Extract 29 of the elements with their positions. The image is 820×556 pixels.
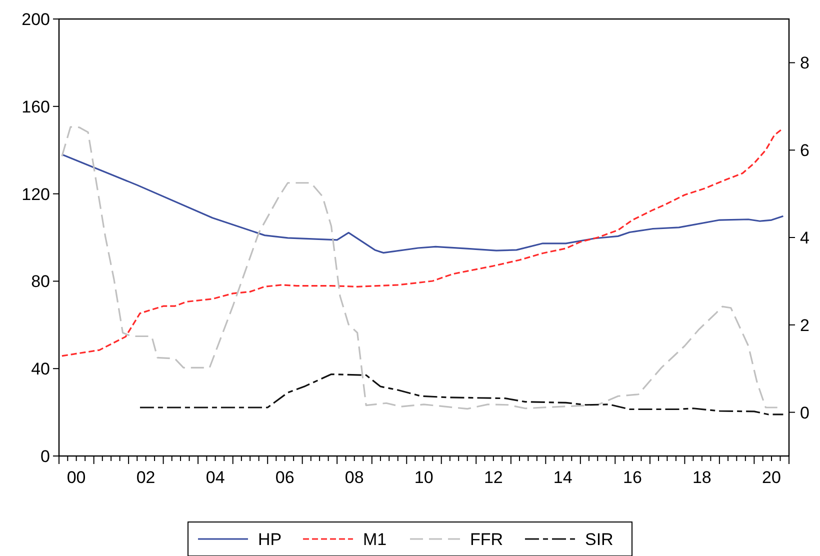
x-tick-label: 20	[762, 468, 781, 487]
x-tick-label: 16	[622, 468, 642, 487]
x-tick-label: 00	[66, 468, 86, 487]
legend-label: HP	[258, 530, 282, 549]
x-tick-label: 10	[414, 468, 434, 487]
legend-label: M1	[363, 530, 387, 549]
x-tick-label: 04	[206, 468, 225, 487]
x-tick-label: 02	[136, 468, 156, 487]
line-series	[139, 373, 784, 416]
line-series	[61, 154, 784, 254]
y-tick-label: 80	[31, 272, 50, 292]
y2-tick-label: 0	[800, 403, 810, 422]
y2-tick-label: 8	[800, 54, 810, 73]
x-tick-label: 12	[484, 468, 503, 487]
y2-tick-label: 4	[800, 228, 810, 248]
y-tick-label: 160	[22, 97, 50, 116]
x-tick-label: 06	[275, 468, 294, 487]
y-tick-label: 0	[40, 446, 50, 466]
y-tick-label: 120	[22, 184, 50, 204]
legend-label: FFR	[470, 530, 504, 549]
y2-tick-label: 6	[800, 141, 810, 160]
legend-label: SIR	[585, 530, 614, 549]
x-tick-label: 08	[344, 468, 364, 487]
line-series	[61, 127, 784, 357]
y-tick-label: 200	[22, 10, 50, 29]
x-tick-label: 18	[692, 468, 712, 487]
y-tick-label: 40	[31, 360, 50, 379]
x-tick-label: 14	[553, 468, 572, 487]
y2-tick-label: 2	[800, 316, 810, 335]
